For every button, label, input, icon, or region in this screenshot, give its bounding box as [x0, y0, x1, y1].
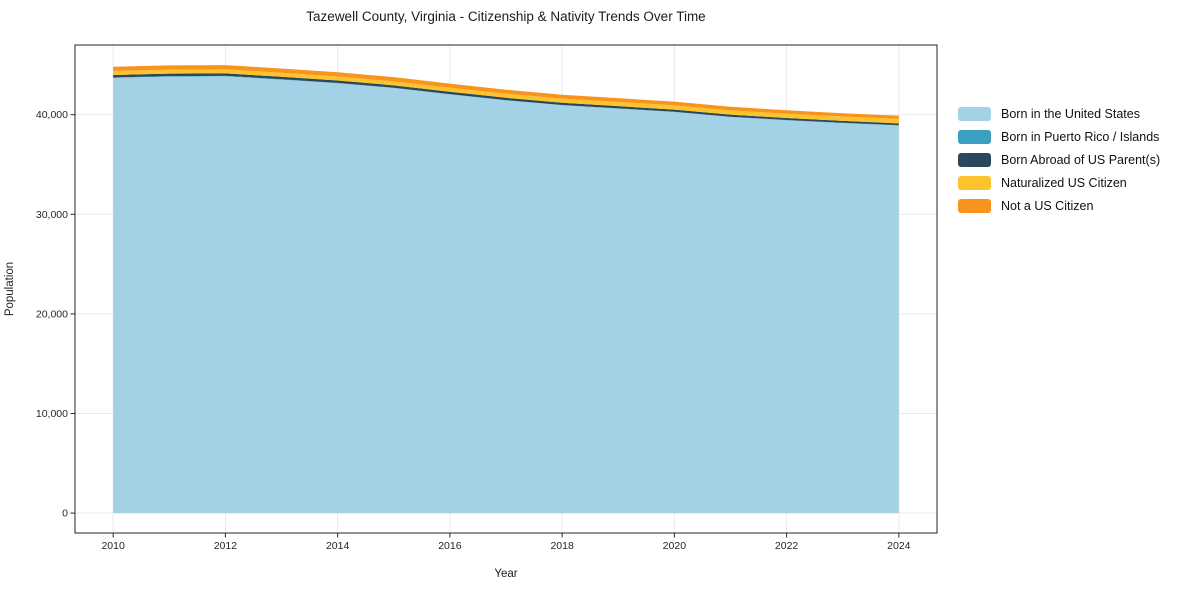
legend-label: Naturalized US Citizen	[1001, 176, 1127, 190]
axis-tick-labels: 2010 2012 2014 2016 2018 2020 2022 2024 0 10,000 2…	[36, 109, 911, 552]
y-axis-label: Population	[4, 262, 16, 316]
area-series-born-in-the-united-states	[113, 76, 899, 514]
x-tick-label: 2010	[101, 540, 125, 552]
area-series-born-abroad-of-us-parent-s	[113, 73, 899, 126]
x-tick-label: 2020	[663, 540, 687, 552]
area-series-naturalized-us-citizen	[113, 69, 899, 124]
chart-legend: Born in the United States Born in Puerto …	[958, 107, 1160, 213]
area-series-not-a-us-citizen	[113, 65, 899, 119]
y-tick-label: 0	[62, 508, 68, 520]
legend-label: Born Abroad of US Parent(s)	[1001, 153, 1161, 167]
legend-item: Naturalized US Citizen	[958, 176, 1160, 190]
x-tick-label: 2018	[550, 540, 574, 552]
x-tick-label: 2016	[438, 540, 462, 552]
y-tick-label: 40,000	[36, 109, 68, 121]
y-tick-label: 20,000	[36, 308, 68, 320]
legend-swatch-icon	[958, 107, 991, 121]
legend-item: Not a US Citizen	[958, 199, 1160, 213]
plot-border	[74, 44, 938, 534]
x-tick-label: 2014	[326, 540, 350, 552]
legend-label: Born in the United States	[1001, 107, 1140, 121]
legend-swatch-icon	[958, 176, 991, 190]
x-axis-label: Year	[494, 568, 517, 580]
axis-ticks	[70, 114, 900, 538]
y-tick-label: 10,000	[36, 408, 68, 420]
x-tick-label: 2024	[887, 540, 911, 552]
stacked-area-series	[113, 65, 899, 514]
legend-swatch-icon	[958, 130, 991, 144]
y-tick-label: 30,000	[36, 209, 68, 221]
x-tick-label: 2012	[214, 540, 238, 552]
x-tick-label: 2022	[775, 540, 799, 552]
legend-label: Born in Puerto Rico / Islands	[1001, 130, 1160, 144]
legend-item: Born in Puerto Rico / Islands	[958, 130, 1160, 144]
chart-title: Tazewell County, Virginia - Citizenship …	[306, 9, 706, 24]
legend-item: Born in the United States	[958, 107, 1160, 121]
legend-label: Not a US Citizen	[1001, 199, 1094, 213]
legend-swatch-icon	[958, 199, 991, 213]
legend-swatch-icon	[958, 153, 991, 167]
legend-item: Born Abroad of US Parent(s)	[958, 153, 1160, 167]
